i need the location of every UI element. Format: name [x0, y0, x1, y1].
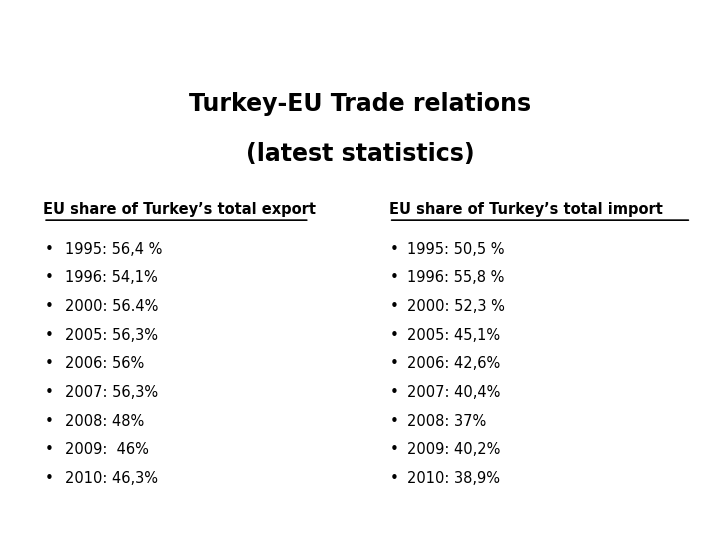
- Text: (latest statistics): (latest statistics): [246, 143, 474, 166]
- Text: 2006: 56%: 2006: 56%: [65, 356, 144, 372]
- Text: 2010: 38,9%: 2010: 38,9%: [407, 471, 500, 486]
- Text: •: •: [390, 471, 399, 486]
- Text: EU share of Turkey’s total export: EU share of Turkey’s total export: [43, 202, 316, 217]
- Text: 2007: 56,3%: 2007: 56,3%: [65, 385, 158, 400]
- Text: •: •: [390, 385, 399, 400]
- Text: •: •: [45, 356, 53, 372]
- Text: 2000: 52,3 %: 2000: 52,3 %: [407, 299, 505, 314]
- Text: •: •: [45, 385, 53, 400]
- Text: 1996: 54,1%: 1996: 54,1%: [65, 271, 158, 285]
- Text: 2007: 40,4%: 2007: 40,4%: [407, 385, 500, 400]
- Text: 2005: 56,3%: 2005: 56,3%: [65, 328, 158, 343]
- Text: 1996: 55,8 %: 1996: 55,8 %: [407, 271, 504, 285]
- Text: 2005: 45,1%: 2005: 45,1%: [407, 328, 500, 343]
- Text: •: •: [45, 414, 53, 429]
- Text: 2009:  46%: 2009: 46%: [65, 442, 148, 457]
- Text: ECONOMIC DEVELOPMENT FOUNDATION: ECONOMIC DEVELOPMENT FOUNDATION: [172, 44, 548, 62]
- Text: •: •: [45, 299, 53, 314]
- Text: •: •: [390, 299, 399, 314]
- Text: •: •: [390, 271, 399, 285]
- Text: EU share of Turkey’s total import: EU share of Turkey’s total import: [389, 202, 662, 217]
- Text: •: •: [390, 414, 399, 429]
- Text: •: •: [45, 328, 53, 343]
- Text: İKTİSADİ KALKINMA VAKFI: İKTİSADİ KALKINMA VAKFI: [227, 16, 493, 33]
- Text: •: •: [45, 271, 53, 285]
- Text: 2006: 42,6%: 2006: 42,6%: [407, 356, 500, 372]
- Text: 1995: 56,4 %: 1995: 56,4 %: [65, 242, 162, 256]
- Text: İKV: İKV: [650, 504, 698, 528]
- Text: •: •: [45, 471, 53, 486]
- Text: 2008: 48%: 2008: 48%: [65, 414, 144, 429]
- Text: Turkey-EU Trade relations: Turkey-EU Trade relations: [189, 92, 531, 116]
- Text: •: •: [45, 242, 53, 256]
- Text: 1995: 50,5 %: 1995: 50,5 %: [407, 242, 504, 256]
- Text: 2008: 37%: 2008: 37%: [407, 414, 486, 429]
- Text: •: •: [390, 328, 399, 343]
- Text: 2000: 56.4%: 2000: 56.4%: [65, 299, 158, 314]
- Text: 2010: 46,3%: 2010: 46,3%: [65, 471, 158, 486]
- Text: •: •: [390, 442, 399, 457]
- Text: 2009: 40,2%: 2009: 40,2%: [407, 442, 500, 457]
- Text: •: •: [45, 442, 53, 457]
- Text: •: •: [390, 242, 399, 256]
- Text: •: •: [390, 356, 399, 372]
